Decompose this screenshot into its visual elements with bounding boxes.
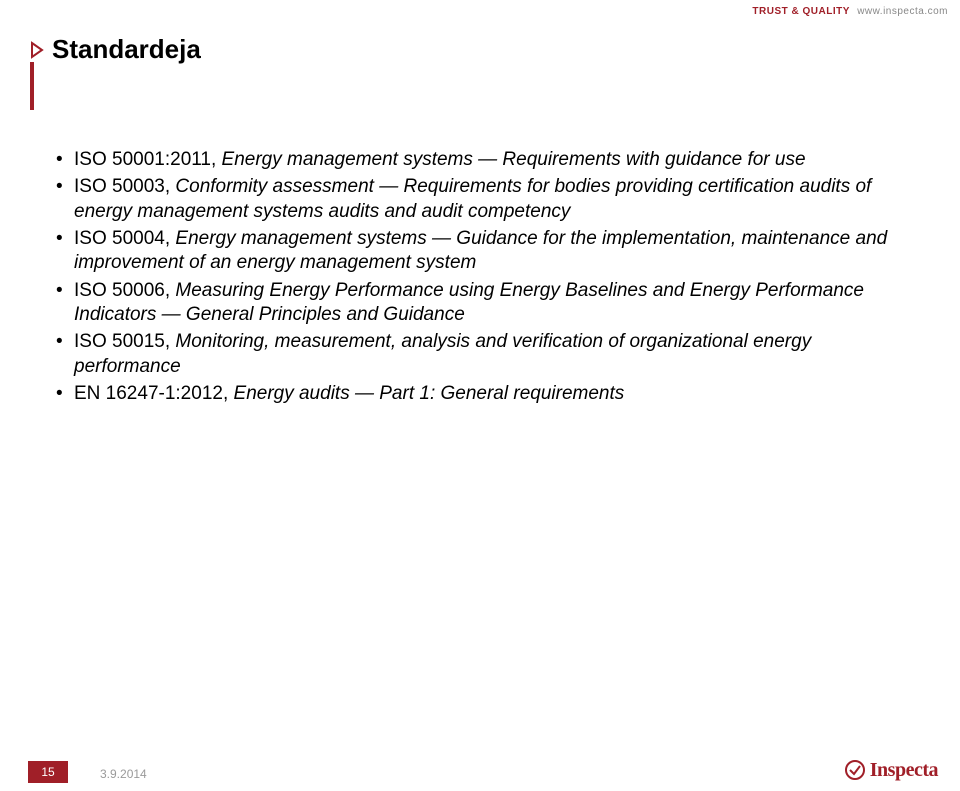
logo-mark-icon (844, 759, 866, 781)
header-tagline: TRUST & QUALITY (752, 6, 850, 17)
footer: 15 3.9.2014 Inspecta (0, 751, 960, 791)
footer-logo: Inspecta (844, 757, 938, 783)
bullet-list: ISO 50001:2011, Energy management system… (56, 148, 906, 406)
bullet-prefix: ISO 50015, (74, 331, 175, 352)
bullet-italic: Conformity assessment — Requirements for… (74, 176, 871, 221)
header-right: TRUST & QUALITY www.inspecta.com (752, 6, 948, 17)
list-item: ISO 50006, Measuring Energy Performance … (56, 279, 906, 328)
bullet-italic: Energy management systems — Requirements… (222, 149, 806, 170)
bullet-prefix: ISO 50006, (74, 280, 175, 301)
footer-date: 3.9.2014 (100, 767, 147, 781)
logo-text: Inspecta (870, 759, 938, 782)
bullet-prefix: EN 16247-1:2012, (74, 383, 234, 404)
arrow-icon (30, 41, 46, 59)
header-site: www.inspecta.com (857, 6, 948, 17)
page-title: Standardeja (52, 34, 201, 65)
list-item: EN 16247-1:2012, Energy audits — Part 1:… (56, 382, 906, 406)
title-block: Standardeja (30, 34, 201, 65)
bullet-italic: Energy audits — Part 1: General requirem… (234, 383, 625, 404)
bullet-italic: Energy management systems — Guidance for… (74, 228, 887, 273)
page-number: 15 (28, 761, 68, 783)
title-row: Standardeja (30, 34, 201, 65)
list-item: ISO 50001:2011, Energy management system… (56, 148, 906, 172)
content-region: ISO 50001:2011, Energy management system… (56, 148, 906, 409)
bullet-prefix: ISO 50004, (74, 228, 175, 249)
bullet-prefix: ISO 50001:2011, (74, 149, 222, 170)
list-item: ISO 50003, Conformity assessment — Requi… (56, 175, 906, 224)
bullet-italic: Measuring Energy Performance using Energ… (74, 280, 864, 325)
accent-bar (30, 62, 34, 110)
list-item: ISO 50004, Energy management systems — G… (56, 227, 906, 276)
list-item: ISO 50015, Monitoring, measurement, anal… (56, 330, 906, 379)
bullet-italic: Monitoring, measurement, analysis and ve… (74, 331, 811, 376)
bullet-prefix: ISO 50003, (74, 176, 175, 197)
